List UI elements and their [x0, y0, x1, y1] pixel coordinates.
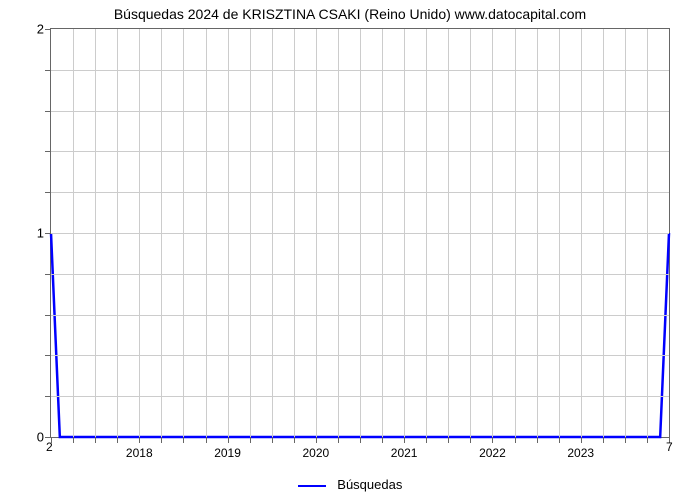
x-tick-mark — [581, 437, 582, 443]
gridline-horizontal — [51, 315, 669, 316]
y-tick-mark — [45, 355, 51, 356]
legend-label: Búsquedas — [337, 477, 402, 492]
y-tick-label: 1 — [20, 226, 44, 241]
x-tick-mark — [117, 437, 118, 443]
gridline-horizontal — [51, 233, 669, 234]
x-tick-mark — [537, 437, 538, 443]
y-tick-mark — [45, 437, 51, 438]
x-tick-label: 2021 — [391, 446, 418, 460]
gridline-horizontal — [51, 151, 669, 152]
y-tick-mark — [45, 111, 51, 112]
x-tick-mark — [515, 437, 516, 443]
gridline-horizontal — [51, 396, 669, 397]
x-tick-mark — [470, 437, 471, 443]
x-tick-label: 2022 — [479, 446, 506, 460]
x-tick-mark — [183, 437, 184, 443]
x-tick-label: 2018 — [126, 446, 153, 460]
gridline-horizontal — [51, 192, 669, 193]
x-tick-mark — [559, 437, 560, 443]
gridline-horizontal — [51, 111, 669, 112]
plot-area — [50, 28, 670, 438]
legend-line-icon — [298, 485, 326, 487]
y-tick-label: 0 — [20, 430, 44, 445]
x-tick-label: 2019 — [214, 446, 241, 460]
y-tick-mark — [45, 29, 51, 30]
y-tick-mark — [45, 151, 51, 152]
x-tick-label: 2020 — [302, 446, 329, 460]
x-tick-mark — [603, 437, 604, 443]
y-tick-mark — [45, 233, 51, 234]
x-tick-mark — [382, 437, 383, 443]
x-tick-mark — [250, 437, 251, 443]
x-tick-mark — [139, 437, 140, 443]
gridline-horizontal — [51, 274, 669, 275]
x-tick-mark — [294, 437, 295, 443]
x-tick-mark — [228, 437, 229, 443]
x-tick-mark — [272, 437, 273, 443]
x-tick-mark — [316, 437, 317, 443]
y-tick-mark — [45, 192, 51, 193]
x-tick-mark — [426, 437, 427, 443]
x-tick-label: 2023 — [567, 446, 594, 460]
x-tick-mark — [448, 437, 449, 443]
x-tick-mark — [95, 437, 96, 443]
chart-title: Búsquedas 2024 de KRISZTINA CSAKI (Reino… — [0, 6, 700, 22]
gridline-horizontal — [51, 355, 669, 356]
x-tick-mark — [206, 437, 207, 443]
x-tick-mark — [73, 437, 74, 443]
legend: Búsquedas — [0, 477, 700, 492]
x-tick-mark — [404, 437, 405, 443]
y-tick-label: 2 — [20, 22, 44, 37]
y-tick-mark — [45, 70, 51, 71]
y-tick-mark — [45, 396, 51, 397]
y-tick-mark — [45, 274, 51, 275]
gridline-horizontal — [51, 70, 669, 71]
chart-container: Búsquedas 2024 de KRISZTINA CSAKI (Reino… — [0, 0, 700, 500]
y-tick-mark — [45, 315, 51, 316]
x-tick-mark — [338, 437, 339, 443]
corner-label-bottom-left: 2 — [46, 440, 53, 454]
x-tick-mark — [647, 437, 648, 443]
x-tick-mark — [625, 437, 626, 443]
x-tick-mark — [360, 437, 361, 443]
x-tick-mark — [492, 437, 493, 443]
x-tick-mark — [161, 437, 162, 443]
corner-label-bottom-right: 7 — [666, 440, 673, 454]
